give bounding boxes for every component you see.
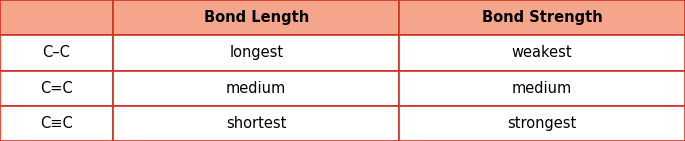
- Bar: [0, 35, 113, 70]
- Bar: [0, 70, 113, 106]
- Text: weakest: weakest: [512, 45, 573, 60]
- Text: medium: medium: [226, 81, 286, 96]
- Bar: [113, 70, 399, 106]
- Text: C–C: C–C: [42, 45, 71, 60]
- Text: medium: medium: [512, 81, 572, 96]
- Bar: [0, 106, 113, 141]
- Text: shortest: shortest: [226, 116, 286, 131]
- Text: C≡C: C≡C: [40, 116, 73, 131]
- Bar: [399, 35, 685, 70]
- Bar: [113, 35, 399, 70]
- Bar: [0, 0, 113, 35]
- Bar: [399, 70, 685, 106]
- Text: C=C: C=C: [40, 81, 73, 96]
- Bar: [113, 106, 399, 141]
- Text: Bond Strength: Bond Strength: [482, 10, 603, 25]
- Text: longest: longest: [229, 45, 284, 60]
- Bar: [399, 106, 685, 141]
- Text: Bond Length: Bond Length: [203, 10, 309, 25]
- Bar: [399, 0, 685, 35]
- Text: strongest: strongest: [508, 116, 577, 131]
- Bar: [113, 0, 399, 35]
